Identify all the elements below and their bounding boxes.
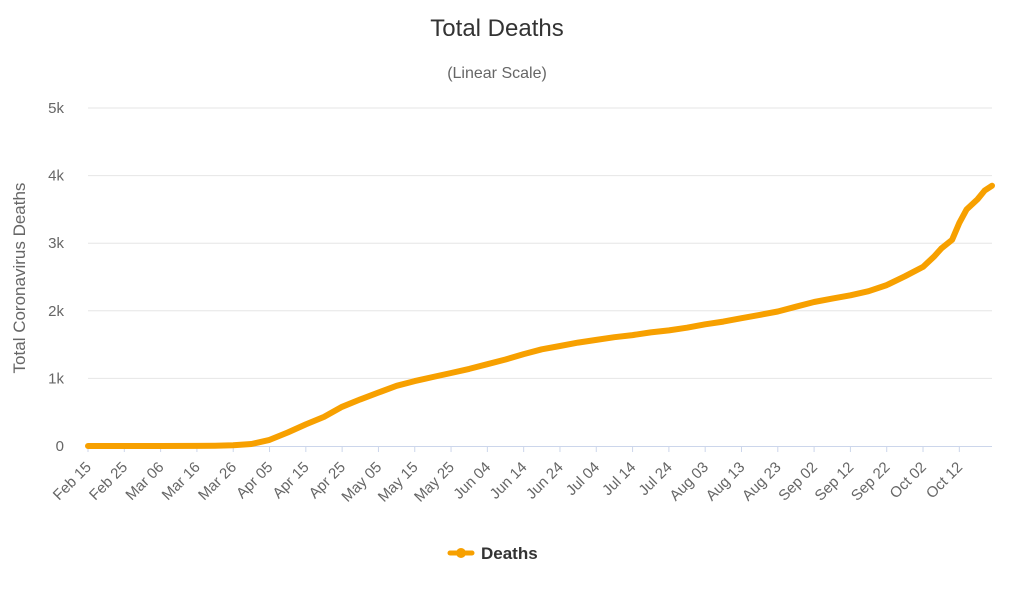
y-tick-label: 1k [48,370,64,387]
x-tick-label: Feb 15 [50,459,95,504]
x-tick-label: May 25 [411,459,458,506]
x-tick-label: Sep 02 [775,459,821,505]
legend[interactable]: Deaths [447,544,538,563]
x-tick-label: May 05 [338,459,385,506]
chart-subtitle: (Linear Scale) [447,65,547,82]
y-tick-label: 2k [48,303,64,320]
y-tick-label: 4k [48,168,64,185]
x-tick-label: Aug 03 [666,459,712,505]
x-tick-label: Aug 23 [739,459,785,505]
x-tick-label: Sep 22 [848,459,894,505]
x-tick-label: Jul 14 [599,459,639,499]
y-axis-label: Total Coronavirus Deaths [10,183,29,374]
legend-label-deaths[interactable]: Deaths [481,544,538,563]
x-tick-label: Aug 13 [703,459,749,505]
legend-marker-icon [456,548,466,558]
y-tick-label: 0 [56,438,64,455]
series-group [85,182,995,449]
x-tick-label: Jun 04 [450,459,494,503]
y-axis-ticks: 0 1k 2k 3k 4k 5k [48,100,64,455]
x-tick-label: Oct 12 [923,459,966,502]
series-line-deaths[interactable] [85,182,995,449]
x-tick-label: Jul 04 [563,459,603,499]
x-tick-label: Jun 14 [487,459,531,503]
x-tick-label: Mar 06 [122,459,167,504]
x-tick-label: Jun 24 [523,459,567,503]
x-tick-label: Oct 02 [887,459,930,502]
x-tick-label: Mar 16 [159,459,204,504]
gridlines [88,107,992,379]
y-tick-label: 3k [48,235,64,252]
x-tick-label: May 15 [375,459,422,506]
x-tick-label: Mar 26 [195,459,240,504]
x-tick-label: Apr 15 [269,459,312,502]
x-tick-label: Feb 25 [86,459,131,504]
x-tick-label: Sep 12 [812,459,858,505]
chart-title: Total Deaths [430,15,563,42]
y-tick-label: 5k [48,100,64,117]
x-tick-label: Apr 05 [233,459,276,502]
